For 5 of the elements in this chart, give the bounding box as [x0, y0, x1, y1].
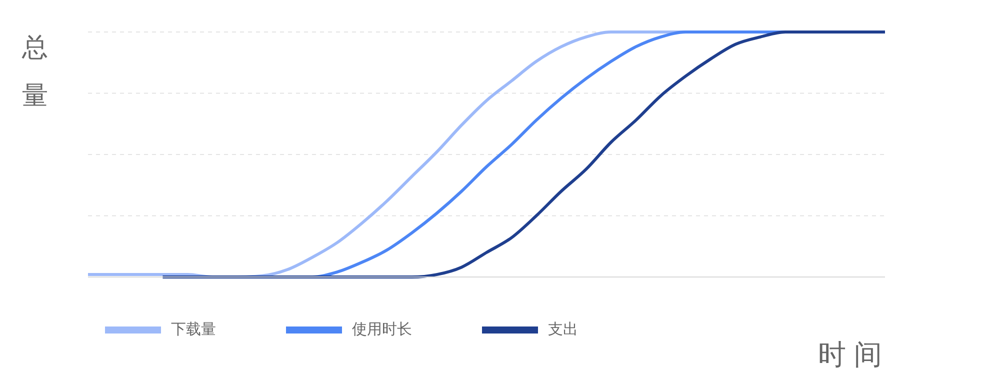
legend-label: 使用时长 — [352, 320, 412, 338]
legend-label: 支出 — [548, 320, 578, 338]
x-axis-title: 时间 — [818, 337, 890, 373]
legend-label: 下载量 — [171, 320, 216, 338]
y-axis-title: 总量 — [20, 32, 49, 113]
